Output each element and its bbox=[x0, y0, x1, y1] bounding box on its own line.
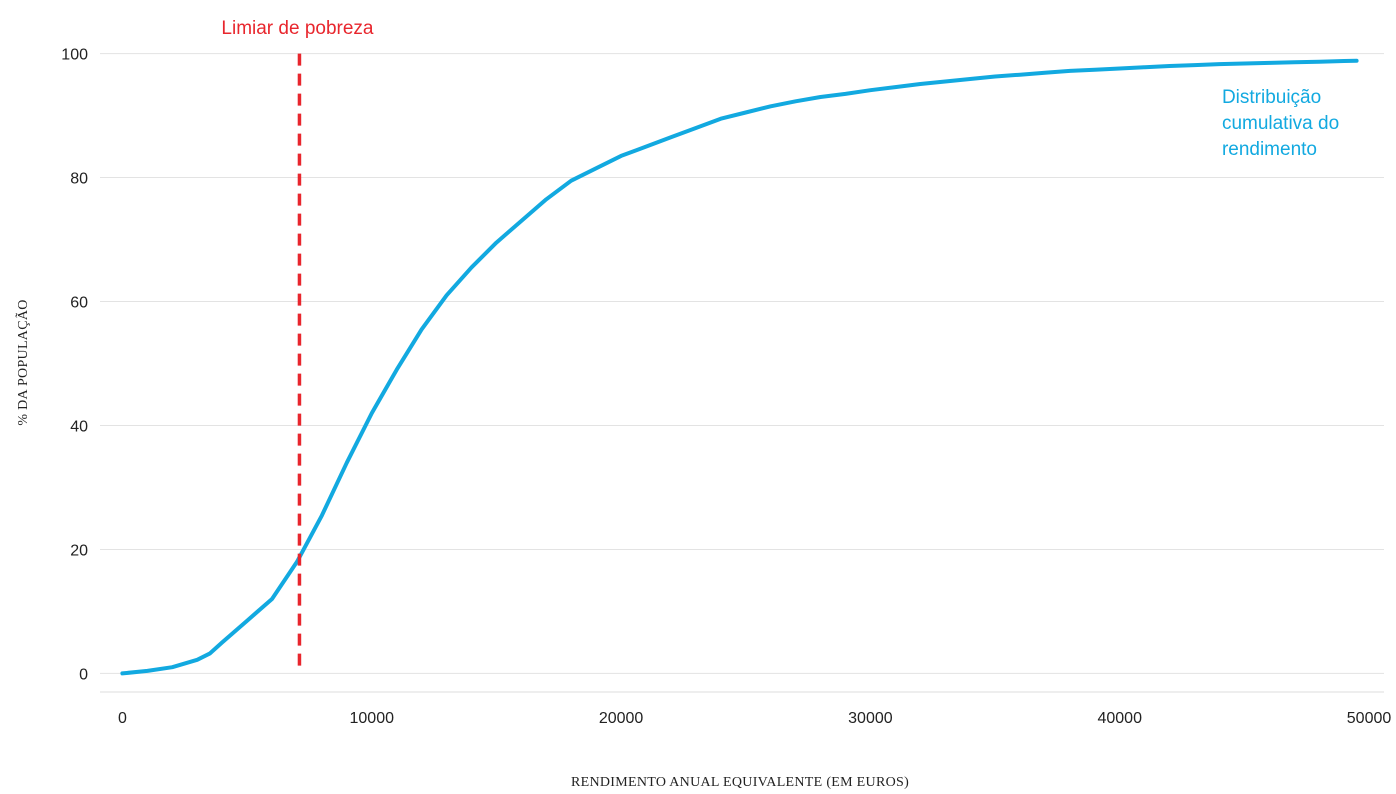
y-tick-labels: 0 20 40 60 80 100 bbox=[61, 47, 88, 684]
x-tick-label: 30000 bbox=[848, 710, 893, 727]
poverty-threshold-label: Limiar de pobreza bbox=[221, 18, 374, 39]
x-tick-label: 10000 bbox=[350, 710, 395, 727]
x-tick-labels: 0 10000 20000 30000 40000 50000 bbox=[118, 710, 1391, 727]
series-annotation-line-3: rendimento bbox=[1222, 139, 1317, 160]
y-tick-label: 40 bbox=[70, 418, 88, 435]
gridlines bbox=[100, 53, 1384, 674]
series-annotation-line-1: Distribuição bbox=[1222, 87, 1321, 108]
y-tick-label: 60 bbox=[70, 295, 88, 312]
series-annotation-line-2: cumulativa do bbox=[1222, 113, 1339, 134]
y-axis-title: % DA POPULAÇÃO bbox=[15, 299, 31, 425]
x-axis-title: RENDIMENTO ANUAL EQUIVALENTE (EM EUROS) bbox=[571, 775, 909, 790]
x-tick-label: 20000 bbox=[599, 710, 644, 727]
x-tick-label: 0 bbox=[118, 710, 127, 727]
y-tick-label: 0 bbox=[79, 666, 88, 683]
y-tick-label: 100 bbox=[61, 47, 88, 64]
cumulative-distribution-line bbox=[120, 58, 1359, 676]
y-tick-label: 20 bbox=[70, 542, 88, 559]
y-tick-label: 80 bbox=[70, 171, 88, 188]
x-tick-label: 50000 bbox=[1347, 710, 1392, 727]
series-annotation: Distribuição cumulativa do rendimento bbox=[1222, 87, 1345, 160]
x-tick-label: 40000 bbox=[1097, 710, 1142, 727]
